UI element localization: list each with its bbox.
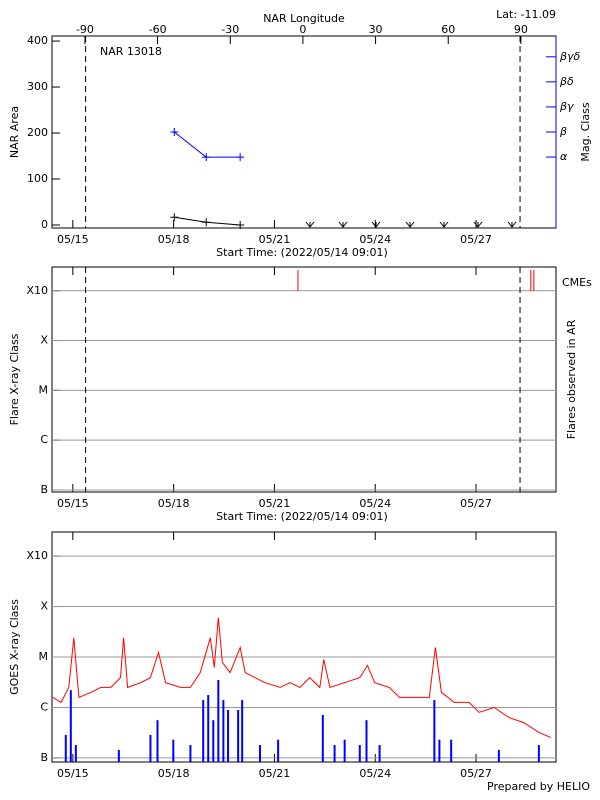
x-tick-label: 05/21: [259, 233, 291, 246]
x2-tick-label: 90: [514, 23, 528, 36]
x-tick-label: 05/24: [359, 767, 391, 780]
series-line: [52, 617, 551, 738]
x-tick-label: 05/18: [158, 233, 190, 246]
marker: [338, 221, 348, 228]
x2-tick-label: -30: [221, 23, 239, 36]
marker: [371, 221, 381, 228]
y-tick-label: 300: [27, 80, 48, 93]
y2-tick-label: β: [559, 125, 567, 138]
point: [170, 213, 179, 222]
point: [202, 218, 211, 227]
x2-tick-label: 0: [299, 23, 306, 36]
chart-title: NAR 13018: [100, 45, 162, 58]
plot-frame: [51, 35, 557, 229]
x2-tick-label: 30: [369, 23, 383, 36]
y-tick-label: 200: [27, 126, 48, 139]
y-tick-label: C: [40, 433, 48, 446]
point: [236, 221, 245, 230]
y2-tick-label: βγδ: [559, 50, 581, 63]
x2-tick-label: 60: [441, 23, 455, 36]
y-tick-label: X: [40, 334, 48, 347]
y-tick-label: X10: [26, 549, 48, 562]
x-tick-label: 05/15: [57, 767, 89, 780]
x2-tick-label: -60: [149, 23, 167, 36]
y2-tick-label: βγ: [559, 100, 574, 113]
y-tick-label: M: [39, 383, 49, 396]
plot-frame: [51, 266, 557, 493]
x-tick-label: 05/18: [158, 767, 190, 780]
plot-frame: [51, 531, 557, 763]
y2-axis-title: Flares observed in AR: [565, 319, 578, 439]
y-axis-title: Flare X-ray Class: [8, 333, 21, 425]
x-tick-label: 05/15: [57, 233, 89, 246]
y-tick-label: X: [40, 600, 48, 613]
y-tick-label: C: [40, 700, 48, 713]
chart-subtitle: Lat: -11.09: [496, 8, 556, 21]
y-axis-title: NAR Area: [8, 106, 21, 158]
y-tick-label: 0: [41, 218, 48, 231]
x-tick-label: 05/15: [57, 497, 89, 510]
x-tick-label: 05/18: [158, 497, 190, 510]
rotation-markers: [305, 221, 517, 228]
y-tick-label: B: [40, 751, 48, 764]
series-line: [173, 131, 241, 158]
marker: [405, 221, 415, 228]
x-tick-label: 05/24: [359, 233, 391, 246]
x-tick-label: 05/21: [259, 497, 291, 510]
x-tick-label: 05/21: [259, 767, 291, 780]
point: [170, 128, 179, 136]
y-tick-label: X10: [26, 284, 48, 297]
credit: Prepared by HELIO: [487, 780, 590, 793]
x-axis-title: Start Time: (2022/05/14 09:01): [216, 510, 388, 523]
x-tick-label: 05/24: [359, 497, 391, 510]
y-axis-title: GOES X-ray Class: [8, 599, 21, 695]
series-line: [174, 216, 241, 226]
x-tick-label: 05/27: [460, 233, 492, 246]
legend-label: CMEs: [562, 276, 592, 289]
point: [236, 153, 245, 162]
marker: [439, 221, 449, 228]
y-tick-label: M: [39, 650, 49, 663]
x-tick-label: 05/27: [460, 497, 492, 510]
x-tick-label: 05/27: [460, 767, 492, 780]
x2-axis-title: NAR Longitude: [263, 12, 345, 25]
point: [202, 153, 211, 162]
marker: [305, 221, 315, 228]
y2-tick-label: βδ: [559, 75, 574, 88]
x2-tick-label: -90: [76, 23, 94, 36]
y2-tick-label: α: [560, 150, 568, 163]
y-tick-label: 400: [27, 34, 48, 47]
y-tick-label: 100: [27, 172, 48, 185]
x-axis-title: Start Time: (2022/05/14 09:01): [216, 246, 388, 259]
y2-axis-title: Mag. Class: [579, 102, 592, 161]
y-tick-label: B: [40, 483, 48, 496]
marker: [473, 221, 483, 228]
marker: [507, 221, 517, 228]
